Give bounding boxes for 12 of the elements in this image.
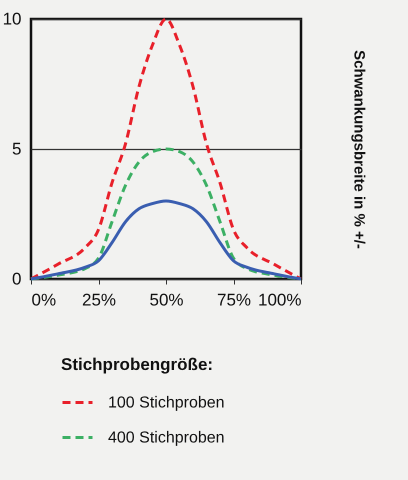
x-tick-label: 100% <box>258 290 302 310</box>
legend-label: 400 Stichproben <box>108 430 225 446</box>
y-tick-label: 10 <box>2 10 22 28</box>
x-tick-label: 50% <box>149 290 184 310</box>
x-tick-label: 75% <box>216 290 252 310</box>
legend-title: Stichprobengröße: <box>61 355 214 374</box>
x-tick-label: 0% <box>32 290 56 310</box>
x-tick-label: 25% <box>82 290 116 310</box>
y-tick-label: 5 <box>12 140 22 158</box>
y-tick-label: 0 <box>12 270 22 288</box>
legend-label: 100 Stichproben <box>108 394 225 412</box>
y-axis-title: Schwankungsbreite in % +/- <box>350 50 368 249</box>
